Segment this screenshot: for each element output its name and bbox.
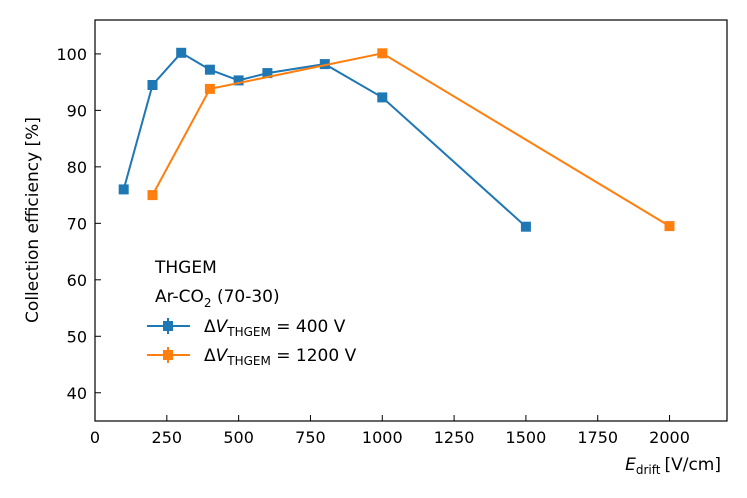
series-0-point-3 [204,64,215,75]
x-axis-label-sub: drift [636,463,661,477]
series-0-point-4 [233,75,244,86]
legend-label-1200v: ΔVTHGEM = 1200 V [204,346,357,368]
x-tick-label-3: 750 [295,428,326,447]
y-tick-label-3: 70 [67,214,87,233]
series-1-point-3 [664,221,675,232]
legend-entry-400v: ΔVTHGEM = 400 V [147,317,346,339]
y-tick-label-0: 40 [67,384,87,403]
axis-ticks: 0 250 500 750 1000 1250 1500 1750 2000 40 50 60 70 80… [56,45,689,447]
series-1-point-1 [204,83,215,94]
x-tick-label-4: 1000 [362,428,403,447]
x-tick-label-1: 250 [152,428,183,447]
series-0-point-6 [319,59,330,70]
legend-marker-400v [163,321,173,331]
x-axis-label: Edrift [V/cm] [625,455,721,477]
x-tick-label-7: 1750 [577,428,618,447]
y-tick-label-2: 60 [67,271,87,290]
y-tick-label-6: 100 [56,45,87,64]
x-tick-label-2: 500 [223,428,254,447]
y-axis-label: Collection efficiency [%] [23,117,43,323]
plot-frame [94,19,728,422]
y-tick-label-4: 80 [67,158,87,177]
y-tick-label-5: 90 [67,101,87,120]
series-line-1 [151,52,671,227]
plot-area [118,47,675,232]
x-axis-label-unit: [V/cm] [664,455,721,475]
series-0-point-2 [176,47,187,58]
legend: THGEM Ar-CO2 (70-30) ΔVTHGEM = 400 V ΔVT… [147,258,357,368]
series-1-point-2 [377,48,388,59]
legend-entry-1200v: ΔVTHGEM = 1200 V [147,346,357,368]
series-1-point-0 [147,190,158,201]
series-0-point-7 [377,92,388,103]
y-tick-label-1: 50 [67,327,87,346]
legend-marker-1200v [163,350,173,360]
x-axis-label-var: E [625,455,636,475]
series-0-point-5 [262,68,273,79]
x-tick-label-6: 1500 [506,428,547,447]
series-0-point-1 [147,80,158,90]
x-tick-label-0: 0 [90,428,100,447]
x-tick-label-5: 1250 [434,428,475,447]
x-tick-label-8: 2000 [649,428,690,447]
legend-title-line1: THGEM [154,258,217,278]
legend-title-line2: Ar-CO2 (70-30) [155,287,280,310]
series-0-point-8 [520,221,531,232]
series-0-point-0 [118,184,129,195]
legend-label-400v: ΔVTHGEM = 400 V [204,317,346,339]
